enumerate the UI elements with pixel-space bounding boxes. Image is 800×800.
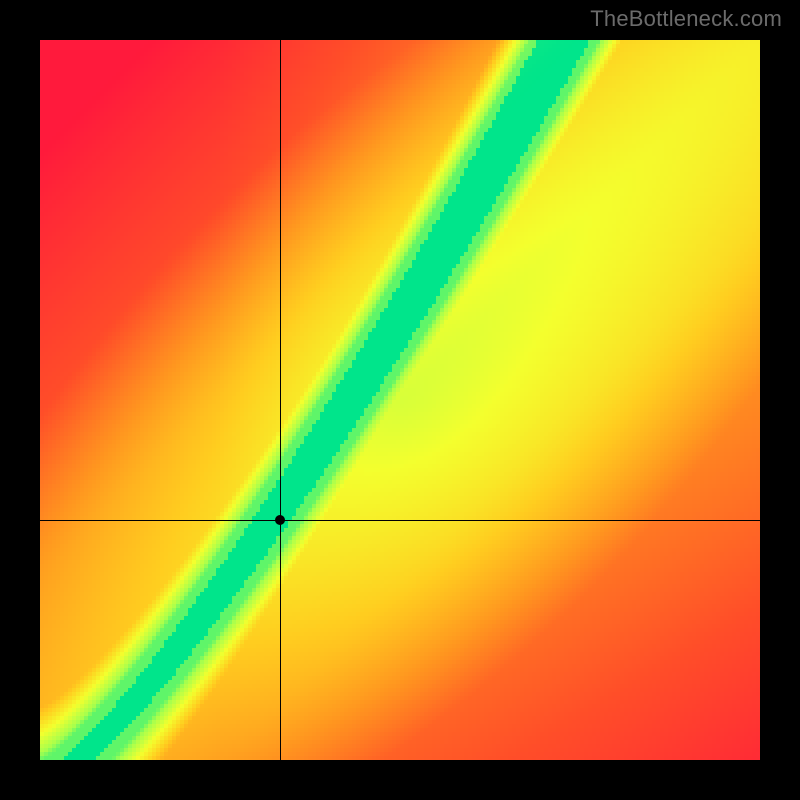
chart-root: TheBottleneck.com bbox=[0, 0, 800, 800]
heatmap-canvas bbox=[40, 40, 760, 760]
watermark-label: TheBottleneck.com bbox=[590, 6, 782, 32]
